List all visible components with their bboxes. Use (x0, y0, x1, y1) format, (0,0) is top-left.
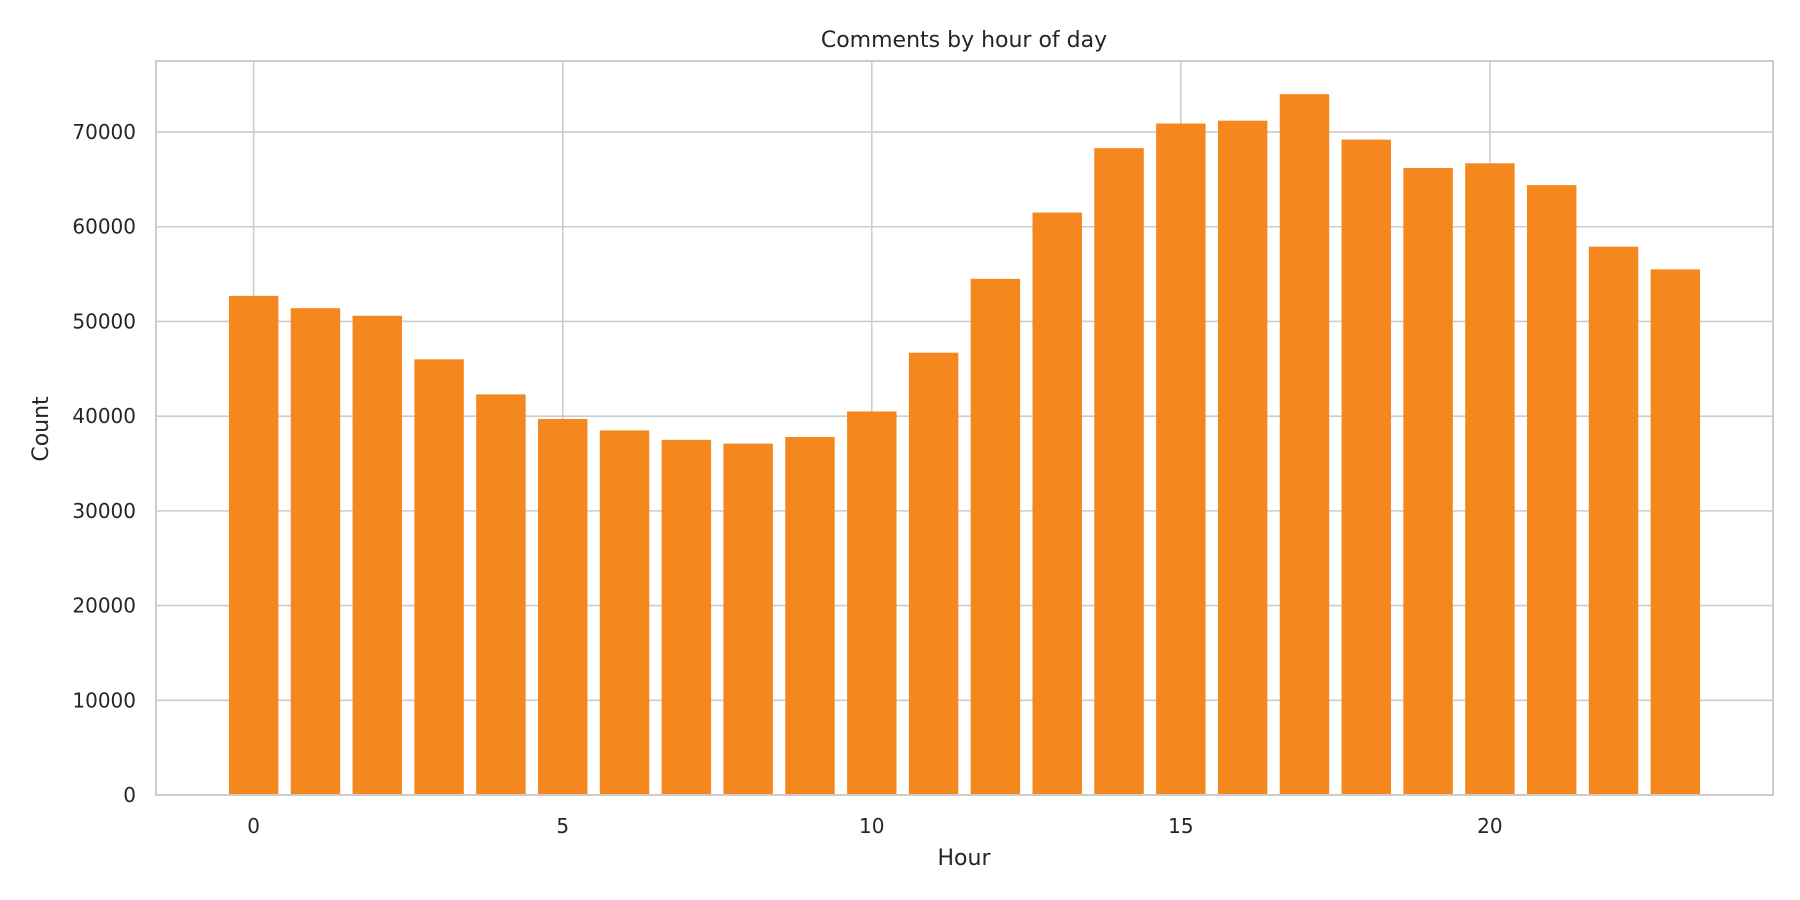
bar-hour-19 (1403, 168, 1453, 795)
y-tick-label: 40000 (72, 404, 136, 428)
bar-hour-21 (1526, 185, 1577, 795)
bar-hour-2 (352, 315, 403, 795)
x-tick-label: 0 (247, 814, 260, 838)
bar-hour-17 (1279, 94, 1330, 796)
bar-hour-23 (1650, 269, 1701, 795)
bar-hour-16 (1217, 120, 1268, 795)
y-tick-labels: 0 10000 20000 30000 40000 50000 60000 70000 (72, 120, 136, 807)
y-tick-label: 20000 (72, 594, 136, 618)
bar-hour-12 (970, 278, 1021, 795)
bar-hour-14 (1094, 148, 1144, 795)
bar-hour-8 (723, 443, 773, 795)
bar-hour-6 (599, 430, 650, 795)
y-axis-label: Count (29, 396, 54, 462)
bar-hour-10 (847, 411, 897, 795)
chart-title: Comments by hour of day (821, 28, 1107, 53)
y-tick-label: 0 (123, 783, 136, 807)
y-tick-label: 50000 (72, 309, 136, 333)
bar-hour-11 (908, 352, 959, 795)
x-tick-label: 10 (859, 814, 884, 838)
x-tick-label: 20 (1477, 814, 1502, 838)
y-tick-label: 70000 (72, 120, 136, 144)
bar-hour-22 (1588, 246, 1639, 795)
bar-hour-1 (290, 308, 341, 795)
x-tick-label: 5 (556, 814, 569, 838)
x-tick-labels: 0 5 10 15 20 (247, 814, 1502, 838)
y-tick-label: 30000 (72, 499, 136, 523)
bar-hour-0 (228, 295, 279, 795)
bar-hour-7 (661, 439, 712, 795)
bar-hour-3 (414, 359, 464, 795)
bar-hour-13 (1032, 212, 1082, 796)
bar-hour-4 (476, 394, 526, 795)
x-tick-label: 15 (1168, 814, 1193, 838)
y-tick-label: 10000 (72, 688, 136, 712)
x-axis-label: Hour (938, 846, 992, 871)
bar-hour-15 (1156, 123, 1206, 796)
bar-hour-20 (1465, 163, 1515, 796)
bars (228, 94, 1701, 796)
plot-frame (155, 60, 1774, 796)
y-tick-label: 60000 (72, 215, 136, 239)
bar-hour-18 (1341, 139, 1392, 796)
bar-hour-9 (785, 436, 835, 795)
bar-hour-5 (537, 419, 588, 795)
